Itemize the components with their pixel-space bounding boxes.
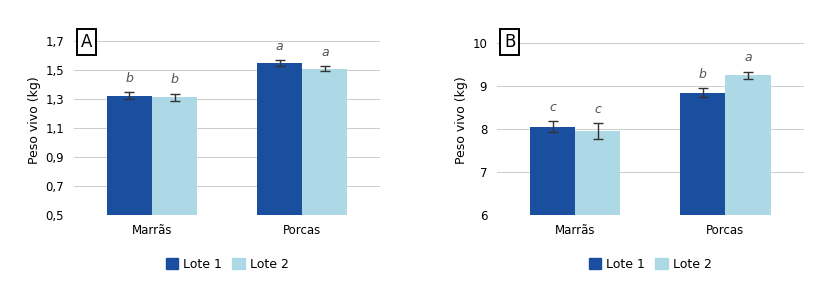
Text: B: B [504,33,514,51]
Text: b: b [125,72,133,85]
Bar [257,63,302,287]
Text: A: A [80,33,92,51]
Bar [529,127,574,290]
Bar [106,96,152,287]
Text: c: c [594,103,600,116]
Y-axis label: Peso vivo (kg): Peso vivo (kg) [455,77,468,164]
Text: b: b [170,73,179,86]
Legend: Lote 1, Lote 2: Lote 1, Lote 2 [161,253,293,276]
Bar [574,131,619,290]
Bar [152,97,197,287]
Bar [725,75,770,290]
Text: a: a [320,46,328,59]
Y-axis label: Peso vivo (kg): Peso vivo (kg) [28,77,41,164]
Text: a: a [744,51,751,64]
Legend: Lote 1, Lote 2: Lote 1, Lote 2 [583,253,716,276]
Text: a: a [275,40,283,53]
Text: b: b [698,68,706,81]
Bar [680,93,725,290]
Text: c: c [549,101,555,114]
Bar [302,69,347,287]
